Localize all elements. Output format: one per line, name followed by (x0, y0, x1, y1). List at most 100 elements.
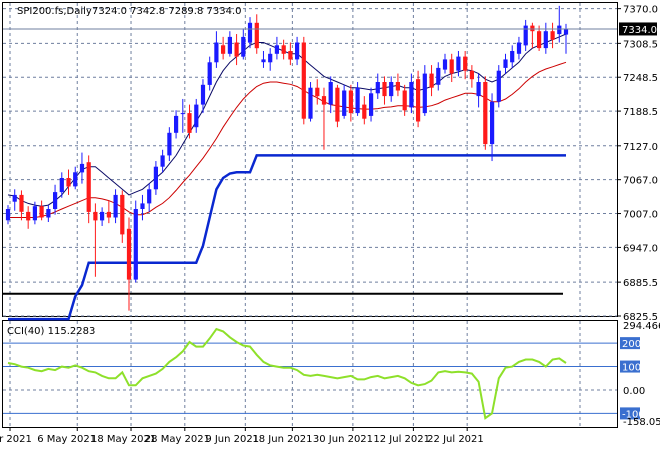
candle-body (126, 228, 132, 280)
candle-body (463, 56, 468, 71)
candle-body (288, 51, 293, 60)
candle-body (503, 59, 508, 68)
date-tick-label: 18 May 2021 (91, 434, 156, 445)
date-tick-label: 12 Jul 2021 (373, 434, 430, 445)
candle-body (395, 82, 400, 91)
candle-body (375, 82, 380, 94)
cci-line (7, 327, 567, 420)
cci-tick-label: -100 (622, 409, 645, 420)
candle-body (86, 162, 91, 212)
candle-body (550, 31, 555, 40)
price-tick-label: 7127.0 (623, 142, 658, 153)
date-tick-label: 28 May 2021 (145, 434, 210, 445)
candle-body (120, 194, 125, 235)
candles (5, 5, 569, 311)
cci-level-lines (3, 342, 617, 414)
candle-body (268, 53, 273, 63)
candle-body (214, 42, 219, 63)
cci (7, 327, 567, 420)
candle-body (167, 132, 172, 156)
candle-body (382, 82, 387, 97)
candle-body (422, 73, 427, 114)
price-tick-label: 7188.5 (623, 107, 658, 118)
date-tick-label: 22 Jul 2021 (427, 434, 484, 445)
candle-body (523, 25, 528, 46)
candle-body (174, 115, 179, 133)
price-panel[interactable] (2, 2, 618, 317)
price-tick-label: 6947.0 (623, 243, 658, 254)
candle-body (93, 211, 98, 221)
candle-body (543, 31, 548, 49)
candle-body (79, 163, 85, 173)
candle-body (442, 59, 448, 70)
cci-tick-label: -158.056 (623, 417, 660, 428)
price-tick-label: 7308.5 (623, 39, 658, 50)
date-tick-label: 26 Apr 2021 (0, 434, 32, 445)
candle-body (247, 22, 253, 43)
candle-body (483, 82, 488, 145)
candle-body (355, 87, 360, 114)
current-price-label: 7334.0 (622, 25, 657, 36)
symbol-label: SPI200.fs,Daily (17, 6, 92, 17)
slow-ma-line (8, 61, 567, 218)
candle-body (429, 73, 434, 88)
candle-body (335, 87, 340, 122)
candle-body (563, 29, 569, 35)
candle-body (315, 87, 320, 97)
cci-panel[interactable] (2, 320, 618, 428)
candle-body (194, 104, 199, 128)
cci-tick-label: 294.4668 (623, 321, 660, 332)
cci-tick-label: 100 (622, 363, 641, 374)
candle-body (274, 45, 279, 54)
candle-body (234, 42, 239, 57)
candle-body (456, 56, 461, 71)
candle-body (490, 101, 495, 145)
candle-body (530, 25, 535, 32)
candle-body (19, 194, 24, 212)
candle-body (241, 36, 246, 57)
candle-body (342, 90, 347, 116)
slow-ma (8, 61, 567, 218)
candle-body (32, 206, 37, 221)
cci-label: CCI(40) 115.2283 (7, 326, 95, 337)
price-axis: 7370.0 7308.5 7248.5 7188.5 7127.0 7067.0 7007… (617, 5, 658, 323)
current-price-tag (619, 22, 657, 36)
cci-axis: 294.4668 200 100 0.00 -100-158.056 (620, 321, 660, 428)
candle-body (153, 166, 158, 190)
candle-body (254, 22, 259, 49)
candle-body (106, 211, 111, 218)
price-tick-label: 7248.5 (623, 73, 658, 84)
candle-body (66, 178, 71, 187)
candle-body (160, 155, 165, 167)
cci-tick-label: 0.00 (623, 386, 645, 397)
candle-body (537, 31, 542, 49)
candle-body (100, 211, 105, 221)
candle-body (409, 82, 414, 108)
price-tick-label: 7067.0 (623, 176, 658, 187)
candle-body (348, 90, 353, 114)
trailing-stop-line (8, 154, 566, 321)
candle-body (5, 209, 11, 221)
candle-body (416, 79, 421, 122)
date-tick-label: 9 Jun 2021 (205, 434, 259, 445)
candle-body (362, 104, 367, 119)
date-tick-label: 6 May 2021 (37, 434, 96, 445)
candle-body (436, 67, 441, 85)
candle-body (469, 70, 474, 80)
candle-body (147, 189, 152, 204)
cci-level-tag (620, 407, 640, 420)
candle-body (295, 42, 300, 60)
candle-body (449, 59, 454, 74)
candle-body (73, 172, 78, 187)
cci-level-tag (620, 360, 640, 373)
candle-body (516, 42, 522, 54)
candle-body (46, 209, 51, 218)
candle-body (12, 194, 17, 202)
candle-body (402, 90, 407, 111)
date-tick-label: 18 Jun 2021 (252, 434, 312, 445)
candle-body (59, 178, 64, 193)
candle-body (200, 84, 206, 105)
candle-body (227, 36, 232, 54)
candle-body (207, 62, 212, 85)
